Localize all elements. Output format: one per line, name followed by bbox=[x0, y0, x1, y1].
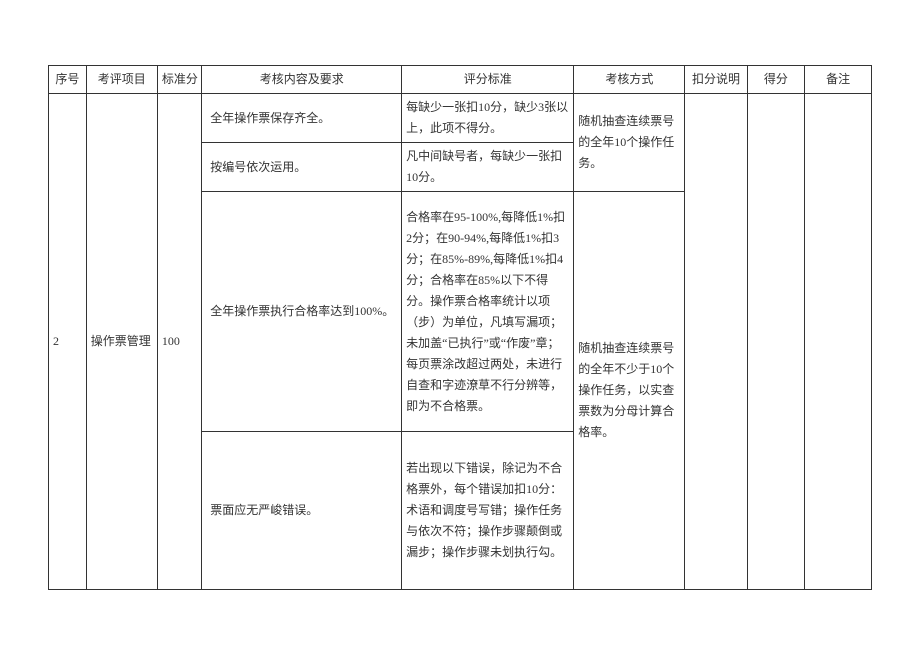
col-score: 标准分 bbox=[157, 66, 201, 94]
cell-std: 合格率在95-100%,每降低1%扣2分；在90-94%,每降低1%扣3分；在8… bbox=[402, 192, 574, 432]
cell-req: 按编号依次运用。 bbox=[202, 143, 402, 192]
col-ded: 扣分说明 bbox=[685, 66, 747, 94]
cell-seq: 2 bbox=[49, 94, 87, 590]
cell-ded bbox=[685, 94, 747, 590]
cell-get bbox=[747, 94, 805, 590]
col-mode: 考核方式 bbox=[574, 66, 685, 94]
cell-mode: 随机抽查连续票号的全年10个操作任务。 bbox=[574, 94, 685, 192]
cell-item: 操作票管理 bbox=[86, 94, 157, 590]
cell-req: 全年操作票执行合格率达到100%。 bbox=[202, 192, 402, 432]
cell-std: 每缺少一张扣10分，缺少3张以上，此项不得分。 bbox=[402, 94, 574, 143]
col-get: 得分 bbox=[747, 66, 805, 94]
cell-std: 若出现以下错误，除记为不合格票外，每个错误加扣10分：术语和调度号写错；操作任务… bbox=[402, 432, 574, 590]
cell-std: 凡中间缺号者，每缺少一张扣10分。 bbox=[402, 143, 574, 192]
table-row: 2 操作票管理 100 全年操作票保存齐全。 每缺少一张扣10分，缺少3张以上，… bbox=[49, 94, 872, 143]
cell-score: 100 bbox=[157, 94, 201, 590]
cell-mode: 随机抽查连续票号的全年不少于10个操作任务，以实查票数为分母计算合格率。 bbox=[574, 192, 685, 590]
document-page: 序号 考评项目 标准分 考核内容及要求 评分标准 考核方式 扣分说明 得分 备注… bbox=[0, 0, 920, 651]
col-seq: 序号 bbox=[49, 66, 87, 94]
assessment-table: 序号 考评项目 标准分 考核内容及要求 评分标准 考核方式 扣分说明 得分 备注… bbox=[48, 65, 872, 590]
table-header-row: 序号 考评项目 标准分 考核内容及要求 评分标准 考核方式 扣分说明 得分 备注 bbox=[49, 66, 872, 94]
cell-req: 全年操作票保存齐全。 bbox=[202, 94, 402, 143]
col-note: 备注 bbox=[805, 66, 872, 94]
col-req: 考核内容及要求 bbox=[202, 66, 402, 94]
col-item: 考评项目 bbox=[86, 66, 157, 94]
cell-note bbox=[805, 94, 872, 590]
cell-req: 票面应无严峻错误。 bbox=[202, 432, 402, 590]
col-std: 评分标准 bbox=[402, 66, 574, 94]
